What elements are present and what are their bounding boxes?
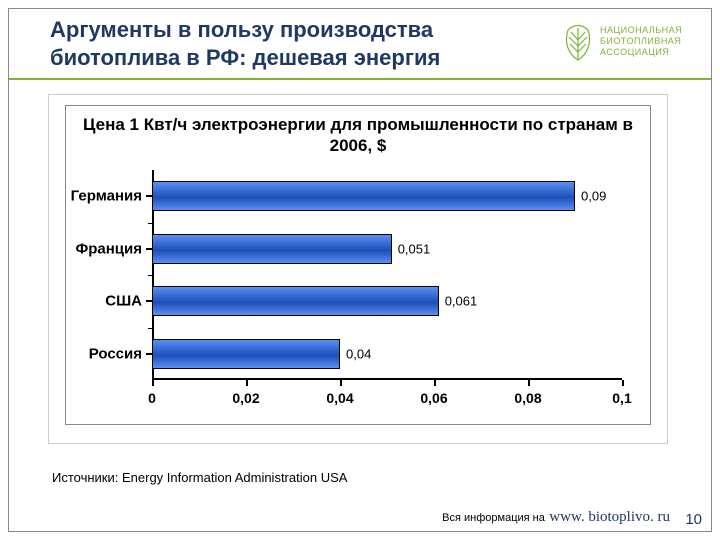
- bar: [152, 339, 340, 369]
- x-tick: [246, 380, 248, 386]
- x-tick: [622, 380, 624, 386]
- page-number: 10: [685, 511, 702, 528]
- x-tick-label: 0,04: [326, 390, 353, 406]
- footer-info: Вся информация на: [442, 512, 545, 524]
- chart-container: Цена 1 Квт/ч электроэнергии для промышле…: [48, 94, 668, 444]
- slide-title: Аргументы в пользу производства биотопли…: [50, 16, 550, 71]
- logo: НАЦИОНАЛЬНАЯ БИОТОПЛИВНАЯ АССОЦИАЦИЯ: [560, 14, 700, 69]
- leaf-icon: [560, 20, 596, 64]
- logo-line3: АССОЦИАЦИЯ: [600, 47, 682, 58]
- x-tick-label: 0,08: [514, 390, 541, 406]
- source-text: Источники: Energy Information Administra…: [52, 470, 347, 485]
- category-label: Франция: [58, 240, 142, 257]
- x-tick-label: 0: [148, 390, 156, 406]
- divider-line: [9, 78, 711, 80]
- category-label: США: [58, 293, 142, 310]
- footer-url: www. biotoplivo. ru: [549, 509, 670, 525]
- chart-title: Цена 1 Квт/ч электроэнергии для промышле…: [66, 114, 650, 157]
- y-minor-tick: [148, 223, 152, 224]
- bar: [152, 234, 392, 264]
- bar: [152, 286, 439, 316]
- y-minor-tick: [148, 328, 152, 329]
- x-tick-label: 0,06: [420, 390, 447, 406]
- logo-text: НАЦИОНАЛЬНАЯ БИОТОПЛИВНАЯ АССОЦИАЦИЯ: [600, 25, 682, 57]
- value-label: 0,09: [575, 189, 606, 204]
- logo-line1: НАЦИОНАЛЬНАЯ: [600, 25, 682, 36]
- x-tick: [434, 380, 436, 386]
- x-tick-label: 0,1: [612, 390, 631, 406]
- x-tick: [340, 380, 342, 386]
- value-label: 0,04: [340, 346, 371, 361]
- chart-inner: Цена 1 Квт/ч электроэнергии для промышле…: [65, 105, 651, 425]
- x-tick: [528, 380, 530, 386]
- x-axis: [152, 378, 622, 380]
- value-label: 0,061: [439, 294, 478, 309]
- value-label: 0,051: [392, 241, 431, 256]
- category-label: Германия: [58, 188, 142, 205]
- logo-line2: БИОТОПЛИВНАЯ: [600, 36, 682, 47]
- bar: [152, 181, 575, 211]
- plot-area: 00,020,040,060,080,1Германия0,09Франция0…: [152, 170, 622, 380]
- footer: Вся информация на www. biotoplivo. ru: [442, 508, 670, 526]
- x-tick-label: 0,02: [232, 390, 259, 406]
- category-label: Россия: [58, 345, 142, 362]
- slide: Аргументы в пользу производства биотопли…: [0, 0, 720, 540]
- x-tick: [152, 380, 154, 386]
- y-minor-tick: [148, 275, 152, 276]
